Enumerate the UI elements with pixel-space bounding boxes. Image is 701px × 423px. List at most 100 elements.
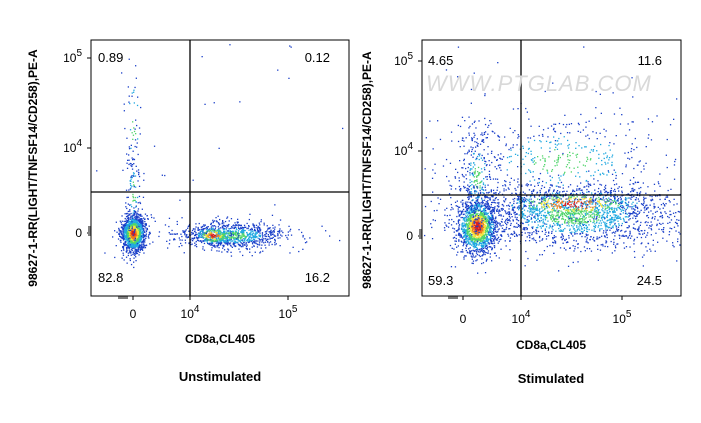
event-dot: [537, 224, 539, 226]
event-dot: [474, 232, 476, 234]
event-dot: [304, 238, 306, 240]
event-dot: [516, 226, 518, 228]
event-dot: [136, 225, 138, 227]
event-dot: [141, 241, 143, 243]
event-dot: [133, 237, 135, 239]
event-dot: [474, 235, 476, 237]
event-dot: [477, 175, 479, 177]
event-dot: [129, 259, 131, 262]
event-dot: [239, 245, 242, 247]
event-dot: [660, 211, 662, 213]
event-dot: [206, 235, 208, 237]
event-dot: [229, 44, 231, 46]
event-dot: [208, 243, 210, 245]
event-dot: [462, 205, 464, 208]
event-dot: [475, 211, 477, 213]
event-dot: [482, 254, 484, 256]
event-dot: [459, 188, 462, 190]
event-dot: [480, 218, 482, 220]
event-dot: [230, 237, 232, 240]
event-dot: [261, 236, 264, 238]
event-dot: [581, 191, 584, 193]
event-dot: [466, 223, 468, 225]
event-dot: [137, 248, 139, 251]
event-dot: [129, 226, 131, 228]
event-dot: [130, 184, 132, 187]
event-dot: [139, 202, 142, 205]
event-dot: [569, 231, 571, 234]
event-dot: [482, 247, 485, 250]
event-dot: [488, 226, 490, 229]
event-dot: [255, 242, 257, 245]
event-dot: [485, 217, 487, 219]
event-dot: [134, 244, 136, 246]
event-dot: [509, 213, 511, 215]
event-dot: [475, 222, 477, 224]
event-dot: [477, 203, 479, 206]
event-dot: [127, 219, 129, 221]
event-dot: [476, 203, 478, 205]
event-dot: [464, 223, 467, 225]
event-dot: [469, 191, 471, 193]
event-dot: [469, 250, 471, 252]
event-dot: [217, 232, 219, 234]
event-dot: [486, 235, 488, 237]
event-dot: [474, 226, 477, 229]
event-dot: [471, 180, 473, 183]
event-dot: [473, 181, 475, 183]
event-dot: [480, 244, 483, 246]
event-dot: [465, 229, 467, 231]
event-dot: [468, 236, 471, 238]
event-dot: [486, 228, 488, 230]
event-dot: [133, 227, 135, 229]
event-dot: [468, 196, 470, 198]
event-dot: [497, 231, 499, 233]
event-dot: [473, 245, 476, 247]
event-dot: [474, 224, 476, 226]
event-dot: [549, 244, 551, 247]
event-dot: [647, 232, 649, 234]
event-dot: [126, 262, 128, 264]
event-dot: [509, 220, 511, 222]
event-dot: [135, 220, 137, 223]
event-dot: [231, 246, 233, 248]
event-dot: [494, 208, 496, 210]
event-dot: [129, 234, 131, 237]
event-dot: [475, 236, 477, 238]
event-dot: [468, 193, 470, 195]
event-dot: [245, 245, 248, 248]
event-dot: [467, 234, 469, 236]
event-dot: [241, 232, 243, 234]
event-dot: [129, 213, 131, 216]
event-dot: [468, 206, 470, 208]
event-dot: [482, 231, 484, 233]
event-dot: [217, 229, 219, 232]
event-dot: [120, 236, 122, 238]
event-dot: [617, 199, 619, 201]
event-dot: [237, 243, 240, 246]
event-dot: [134, 251, 136, 253]
event-dot: [536, 259, 538, 261]
event-dot: [139, 249, 141, 251]
event-dot: [134, 230, 136, 232]
event-dot: [253, 240, 255, 242]
event-dot: [473, 72, 475, 74]
event-dot: [133, 243, 135, 246]
event-dot: [116, 231, 118, 233]
event-dot: [227, 248, 229, 250]
event-dot: [477, 223, 480, 225]
event-dot: [237, 230, 240, 232]
event-dot: [187, 236, 189, 238]
event-dot: [223, 238, 225, 240]
quadrant-upper-left-percent: 0.89: [98, 50, 123, 65]
event-dot: [594, 199, 596, 202]
event-dot: [450, 185, 453, 187]
event-dot: [489, 246, 491, 248]
event-dot: [472, 218, 474, 221]
event-dot: [209, 238, 211, 240]
event-dot: [472, 208, 474, 210]
event-dot: [212, 225, 214, 227]
event-dot: [633, 250, 636, 253]
event-dot: [553, 214, 555, 216]
